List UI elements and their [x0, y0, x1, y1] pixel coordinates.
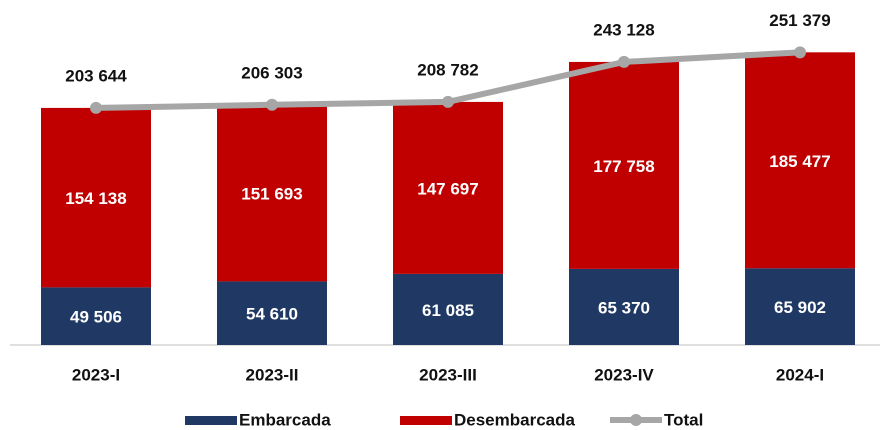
- bar-segment: [393, 273, 503, 345]
- x-tick-label: 2023-II: [246, 365, 299, 384]
- data-label: 65 370: [598, 298, 650, 317]
- data-label: 185 477: [769, 152, 830, 171]
- legend-label: Desembarcada: [454, 410, 576, 429]
- data-label: 203 644: [65, 66, 127, 85]
- data-label: 208 782: [417, 60, 478, 79]
- bar-segment: [569, 61, 679, 269]
- data-label: 61 085: [422, 301, 474, 320]
- data-label: 154 138: [65, 189, 126, 208]
- legend-swatch: [185, 416, 237, 425]
- bar-segment: [217, 281, 327, 345]
- data-label: 151 693: [241, 185, 302, 204]
- data-label: 49 506: [70, 308, 122, 327]
- total-point: [618, 55, 630, 68]
- x-tick-label: 2023-IV: [594, 365, 654, 384]
- data-label: 54 610: [246, 305, 298, 324]
- bar-segment: [745, 52, 855, 269]
- total-point: [794, 46, 806, 59]
- data-label: 206 303: [241, 63, 302, 82]
- legend-swatch: [400, 416, 452, 425]
- data-label: 251 379: [769, 11, 830, 30]
- total-point: [90, 101, 102, 114]
- data-label: 243 128: [593, 20, 654, 39]
- legend-label: Embarcada: [239, 410, 331, 429]
- legend-swatch: [630, 414, 642, 426]
- data-label: 177 758: [593, 157, 654, 176]
- data-label: 65 902: [774, 298, 826, 317]
- x-tick-label: 2023-III: [419, 365, 477, 384]
- x-tick-label: 2024-I: [776, 365, 824, 384]
- total-point: [442, 95, 454, 108]
- bar-segment: [217, 104, 327, 282]
- bar-segment: [393, 101, 503, 274]
- data-label: 147 697: [417, 179, 478, 198]
- bar-segment: [41, 287, 151, 345]
- legend-label: Total: [664, 410, 703, 429]
- bar-segment: [569, 268, 679, 345]
- x-tick-label: 2023-I: [72, 365, 120, 384]
- total-point: [266, 98, 278, 111]
- bar-segment: [41, 107, 151, 288]
- bar-segment: [745, 268, 855, 345]
